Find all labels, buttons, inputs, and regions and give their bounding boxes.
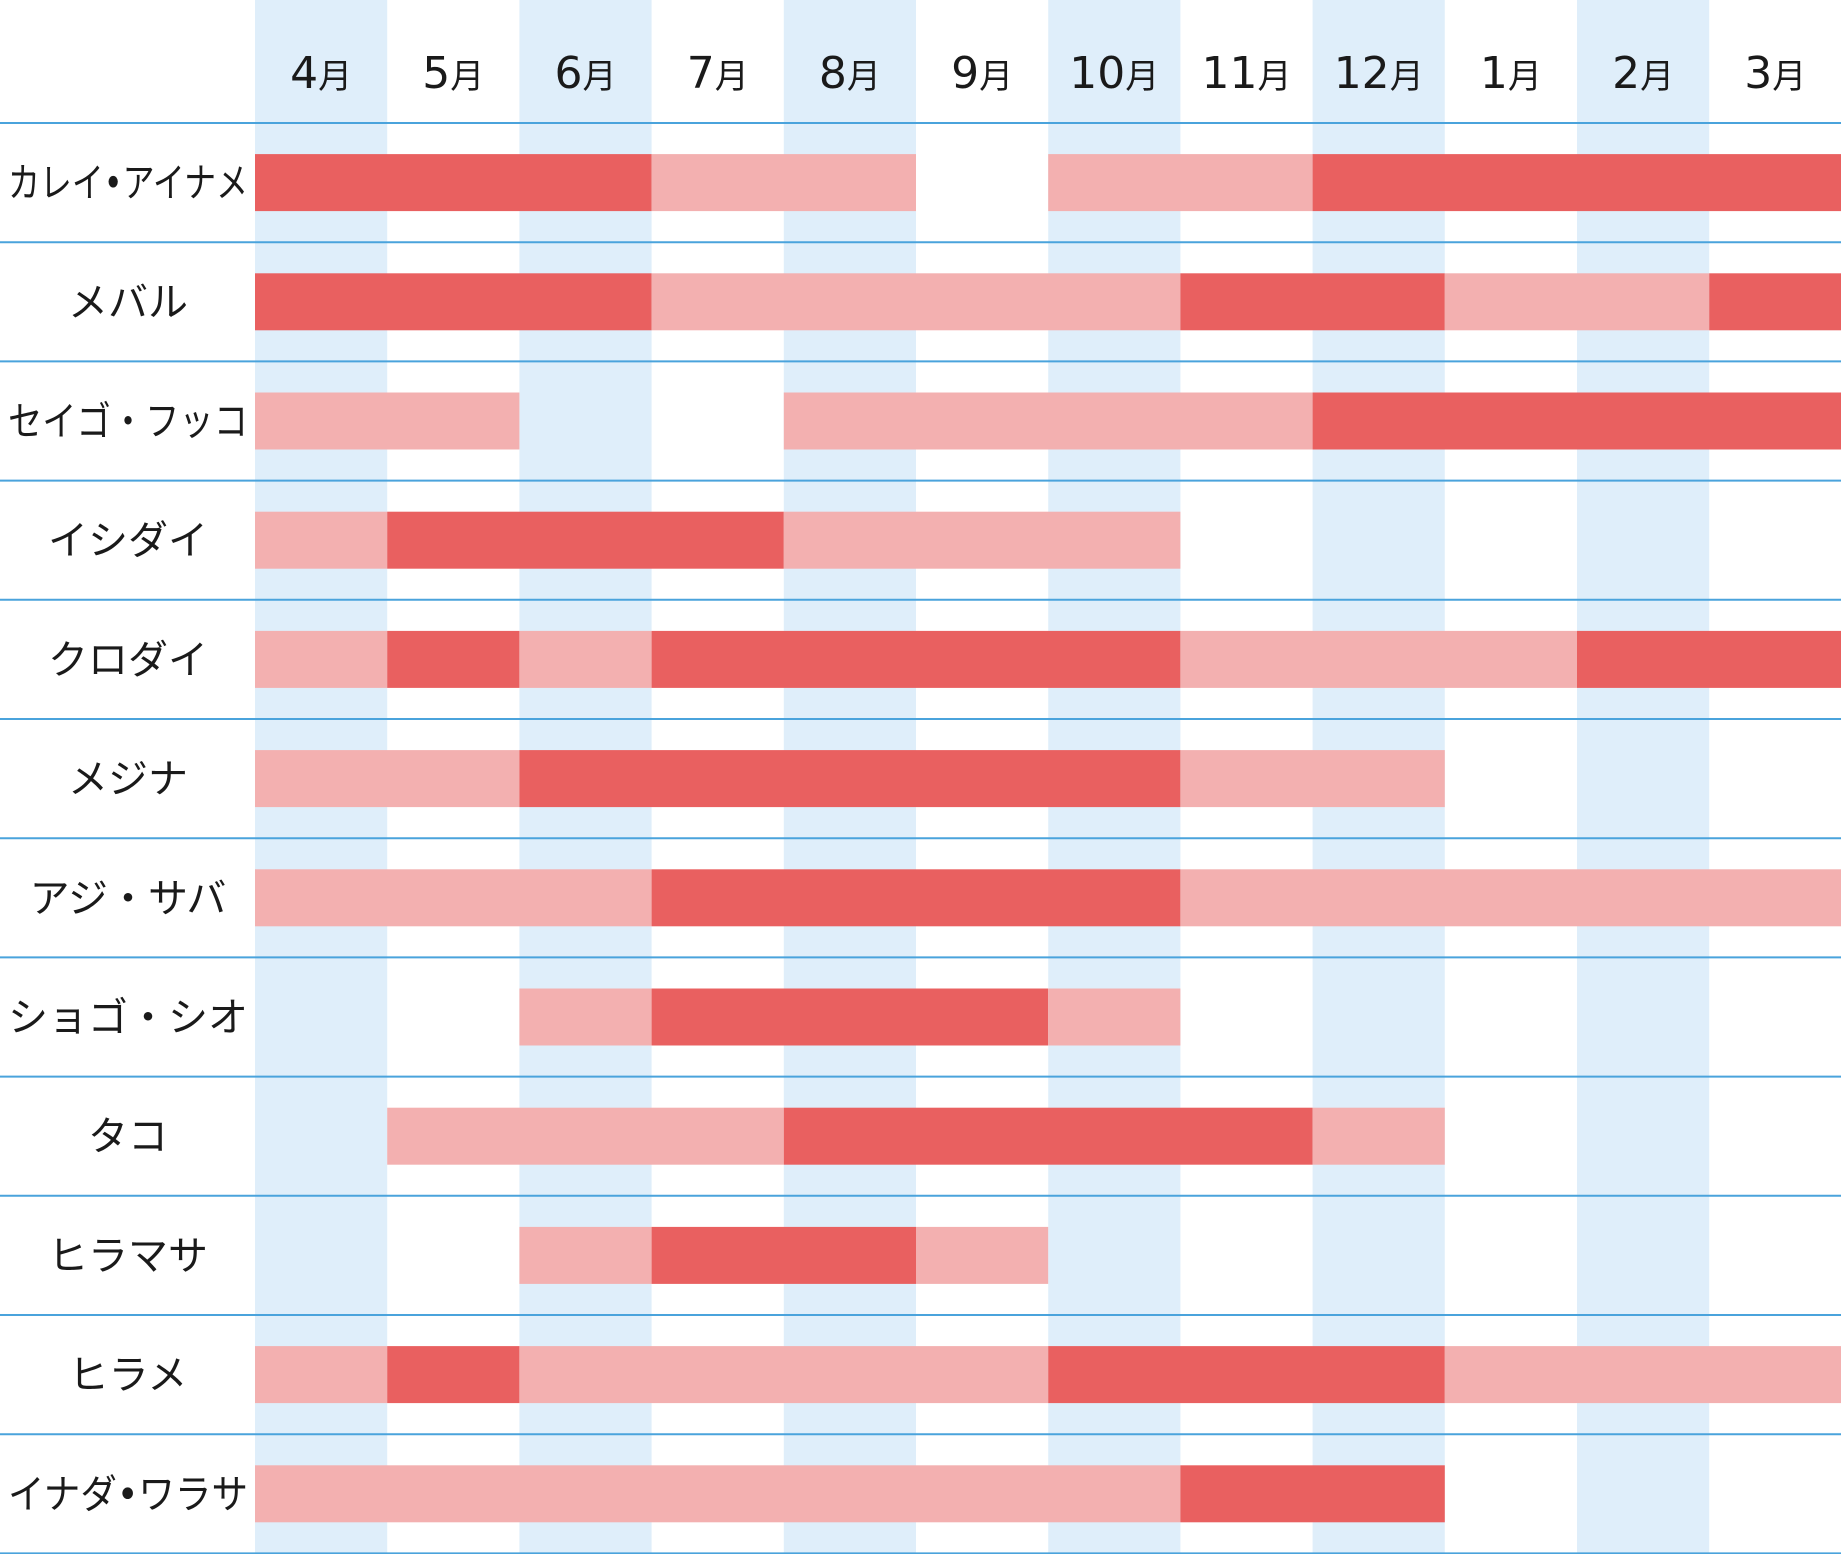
month-stripe — [1577, 0, 1710, 1554]
season-bar-season — [255, 630, 388, 688]
season-bar-peak — [651, 988, 1049, 1046]
fish-name-column: カレイ•アイナメメバルセイゴ・フッコイシダイクロダイメジナアジ・サバショゴ・シオ… — [8, 161, 248, 1518]
fish-name-label: タコ — [88, 1114, 168, 1160]
season-bar-peak — [783, 1107, 1313, 1165]
season-bar-season — [783, 392, 1313, 450]
month-unit: 月 — [450, 57, 484, 97]
season-bar-peak — [255, 273, 652, 331]
month-number: 4 — [290, 48, 318, 99]
season-bar-season — [519, 1226, 652, 1284]
month-number: 10 — [1069, 48, 1125, 99]
month-number: 2 — [1612, 48, 1640, 99]
month-label: 1月 — [1480, 48, 1542, 99]
season-bar-season — [1180, 869, 1841, 927]
season-bar-peak — [387, 1346, 520, 1404]
season-bar-season — [1180, 630, 1577, 688]
fish-name-label: カレイ•アイナメ — [8, 161, 248, 207]
fish-name-label: メジナ — [68, 757, 188, 803]
month-unit: 月 — [583, 57, 617, 97]
season-bar-season — [255, 1346, 388, 1404]
season-bar-season — [1180, 750, 1445, 808]
season-bar-season — [651, 154, 916, 212]
season-bar-peak — [1577, 630, 1841, 688]
season-bar-season — [1444, 1346, 1841, 1404]
season-bar-peak — [1312, 392, 1841, 450]
season-bar-peak — [651, 630, 1181, 688]
month-label: 11月 — [1202, 48, 1292, 99]
month-label: 12月 — [1334, 48, 1424, 99]
season-bar-season — [1312, 1107, 1445, 1165]
month-number: 8 — [819, 48, 847, 99]
season-bar-season — [1048, 154, 1313, 212]
fish-name-label: ヒラマサ — [48, 1233, 208, 1279]
season-bar-season — [255, 750, 520, 808]
month-number: 7 — [687, 48, 715, 99]
season-bar-peak — [1180, 273, 1445, 331]
month-unit: 月 — [1390, 57, 1424, 97]
fish-name-label: ショゴ・シオ — [8, 995, 248, 1041]
month-label: 7月 — [687, 48, 749, 99]
month-number: 12 — [1334, 48, 1390, 99]
month-number: 9 — [951, 48, 979, 99]
month-unit: 月 — [715, 57, 749, 97]
season-bar-season — [255, 869, 652, 927]
month-number: 3 — [1744, 48, 1772, 99]
season-bar-season — [519, 1346, 1049, 1404]
fish-name-label: イシダイ — [48, 518, 208, 564]
month-number: 6 — [555, 48, 583, 99]
season-bar-peak — [519, 750, 1181, 808]
month-unit: 月 — [1508, 57, 1542, 97]
row-grid-lines — [0, 122, 1841, 1554]
season-bar-season — [1444, 273, 1710, 331]
month-unit: 月 — [318, 57, 352, 97]
month-label: 10月 — [1069, 48, 1159, 99]
season-bar-season — [1048, 988, 1181, 1046]
month-unit: 月 — [1640, 57, 1674, 97]
month-label: 6月 — [555, 48, 617, 99]
season-bar-peak — [1180, 1465, 1445, 1523]
season-bar-peak — [1709, 273, 1841, 331]
month-label: 9月 — [951, 48, 1013, 99]
season-bar-peak — [387, 511, 784, 569]
season-bar-season — [387, 1107, 784, 1165]
fish-name-label: セイゴ・フッコ — [8, 399, 248, 445]
season-bar-season — [651, 273, 1181, 331]
month-unit: 月 — [847, 57, 881, 97]
month-label: 5月 — [422, 48, 484, 99]
season-bar-season — [255, 392, 520, 450]
month-number: 11 — [1202, 48, 1258, 99]
season-bar-season — [519, 630, 652, 688]
fish-name-label: クロダイ — [48, 637, 208, 683]
month-header: 4月 5月 6月 7月 8月 9月 10月 11月 12月 1月 2月 3月 — [290, 48, 1806, 99]
month-number: 5 — [422, 48, 450, 99]
season-bar-peak — [1048, 1346, 1445, 1404]
season-bar-season — [255, 511, 388, 569]
month-label: 2月 — [1612, 48, 1674, 99]
month-label: 8月 — [819, 48, 881, 99]
season-bar-peak — [651, 869, 1181, 927]
season-bar-peak — [1312, 154, 1841, 212]
season-bar-season — [519, 988, 652, 1046]
season-bar-season — [255, 1465, 1181, 1523]
month-unit: 月 — [979, 57, 1013, 97]
season-bar-peak — [387, 630, 520, 688]
fish-name-label: アジ・サバ — [30, 876, 227, 922]
month-label: 3月 — [1744, 48, 1806, 99]
season-bars — [255, 154, 1841, 1523]
month-label: 4月 — [290, 48, 352, 99]
season-bar-peak — [651, 1226, 916, 1284]
season-bar-season — [783, 511, 1181, 569]
month-unit: 月 — [1125, 57, 1159, 97]
fish-name-label: ヒラメ — [69, 1353, 188, 1399]
season-bar-peak — [255, 154, 652, 212]
fish-name-label: イナダ•ワラサ — [8, 1472, 248, 1518]
month-number: 1 — [1480, 48, 1508, 99]
season-bar-season — [916, 1226, 1049, 1284]
month-unit: 月 — [1258, 57, 1292, 97]
fish-name-label: メバル — [68, 280, 188, 326]
month-unit: 月 — [1772, 57, 1806, 97]
